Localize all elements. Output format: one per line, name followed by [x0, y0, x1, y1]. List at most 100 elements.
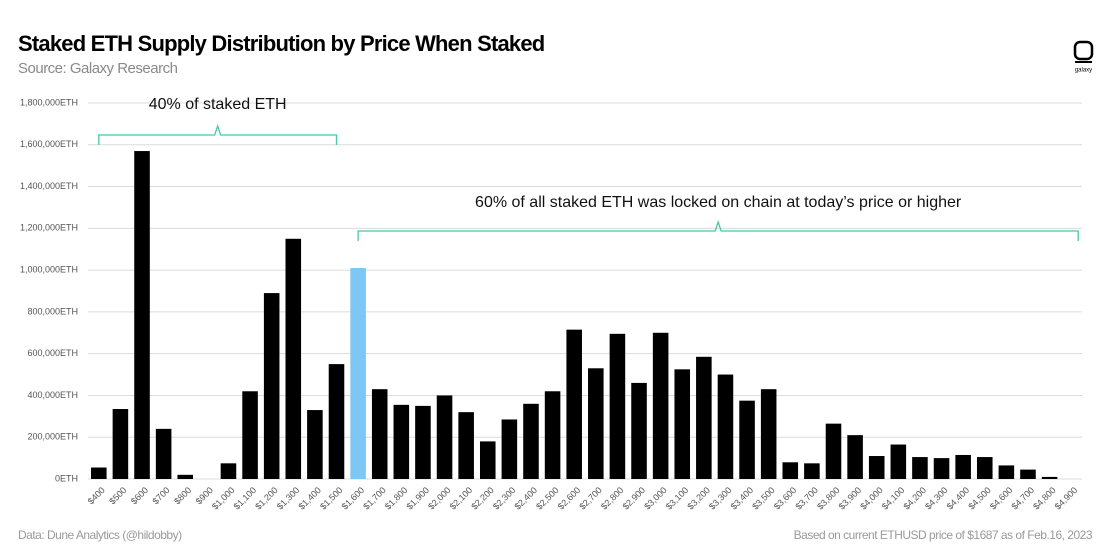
x-tick-label: $4,300 [923, 485, 950, 512]
x-tick-label: $500 [107, 485, 128, 506]
x-tick-label: $1,200 [253, 485, 280, 512]
x-tick-label: $3,100 [664, 485, 691, 512]
x-tick-label: $4,400 [945, 485, 972, 512]
bar [523, 403, 539, 479]
logo-icon [1073, 40, 1094, 61]
y-tick-label: 400,000ETH [27, 390, 78, 400]
bar [458, 412, 474, 479]
x-tick-label: $400 [86, 485, 107, 506]
bar [804, 463, 820, 479]
x-tick-label: $2,600 [556, 485, 583, 512]
y-tick-label: 1,600,000ETH [20, 139, 78, 149]
x-tick-label: $2,700 [577, 485, 604, 512]
x-tick-label: $2,100 [448, 485, 475, 512]
annotation: 40% of staked ETH [149, 96, 287, 113]
y-tick-label: 1,000,000ETH [20, 264, 78, 274]
bar [328, 364, 345, 479]
x-tick-label: $2,400 [513, 485, 540, 512]
x-tick-label: $4,200 [901, 485, 928, 512]
x-tick-label: $1,000 [210, 485, 237, 512]
x-tick-label: $3,600 [772, 485, 799, 512]
bar [1041, 476, 1058, 479]
annotation: 60% of all staked ETH was locked on chai… [475, 194, 962, 211]
x-tick-label: $2,000 [426, 485, 453, 512]
x-tick-label: $3,800 [815, 485, 842, 512]
bar [393, 404, 410, 479]
x-tick-label: $4,700 [1010, 485, 1037, 512]
x-tick-label: $2,800 [599, 485, 626, 512]
y-tick-label: 600,000ETH [27, 348, 78, 358]
x-tick-label: $1,900 [404, 485, 431, 512]
x-tick-label: $3,900 [837, 485, 864, 512]
logo-text: galaxy [1075, 68, 1092, 74]
bar [371, 389, 388, 479]
chart-title: Staked ETH Supply Distribution by Price … [18, 31, 544, 56]
y-tick-label: 1,800,000ETH [20, 97, 78, 107]
bar [134, 151, 150, 480]
bar [588, 368, 604, 479]
x-tick-label: $1,300 [275, 485, 302, 512]
annotation-bracket [357, 219, 1079, 241]
bar [631, 382, 647, 479]
bar [436, 395, 453, 479]
x-tick-label: $1,600 [340, 485, 367, 512]
bar [544, 391, 561, 479]
x-tick-label: $1,700 [361, 485, 388, 512]
y-tick-label: 200,000ETH [27, 432, 78, 442]
chart-subtitle: Source: Galaxy Research [18, 60, 178, 77]
y-tick-label: 0ETH [55, 473, 78, 483]
x-tick-label: $4,100 [880, 485, 907, 512]
x-tick-label: $600 [129, 485, 150, 506]
bar [263, 293, 280, 479]
bar [890, 444, 907, 479]
x-tick-label: $3,500 [750, 485, 777, 512]
x-tick-label: $4,000 [858, 485, 885, 512]
price-note: Based on current ETHUSD price of $1687 a… [794, 528, 1093, 542]
bar [782, 462, 799, 479]
bar [998, 465, 1015, 479]
x-tick-label: $3,200 [685, 485, 712, 512]
x-tick-label: $4,800 [1031, 485, 1058, 512]
bar [242, 391, 258, 479]
x-tick-label: $3,000 [642, 485, 669, 512]
y-tick-label: 1,200,000ETH [20, 223, 78, 233]
bar [220, 463, 237, 479]
bar [739, 400, 755, 479]
bar [717, 374, 734, 479]
bar [933, 458, 950, 479]
bar [112, 409, 129, 479]
bar [609, 333, 626, 479]
y-tick-label: 800,000ETH [27, 306, 78, 316]
bar [501, 419, 518, 479]
x-tick-label: $4,600 [988, 485, 1015, 512]
bar [479, 441, 496, 479]
y-tick-label: 1,400,000ETH [20, 181, 78, 191]
x-tick-label: $1,100 [232, 485, 259, 512]
x-tick-label: $700 [150, 485, 171, 506]
bar [847, 435, 863, 479]
bar [566, 329, 582, 479]
x-tick-label: $1,800 [383, 485, 410, 512]
bar [415, 405, 431, 479]
x-tick-label: $2,900 [621, 485, 648, 512]
bar [825, 423, 842, 479]
bar [955, 454, 971, 479]
x-tick-label: $1,400 [296, 485, 323, 512]
bar [91, 467, 107, 479]
bar [976, 457, 993, 479]
x-tick-label: $3,300 [707, 485, 734, 512]
x-tick-label: $3,400 [729, 485, 756, 512]
bar [350, 268, 366, 479]
bar [696, 356, 712, 479]
logo: galaxy [1073, 40, 1094, 74]
x-tick-label: $4,500 [966, 485, 993, 512]
x-tick-label: $2,300 [491, 485, 518, 512]
bar [155, 428, 172, 479]
source-note: Data: Dune Analytics (@hildobby) [18, 528, 182, 542]
x-tick-label: $1,500 [318, 485, 345, 512]
bar [285, 238, 302, 479]
bar [760, 389, 777, 479]
x-tick-label: $3,700 [793, 485, 820, 512]
bar [868, 456, 885, 479]
